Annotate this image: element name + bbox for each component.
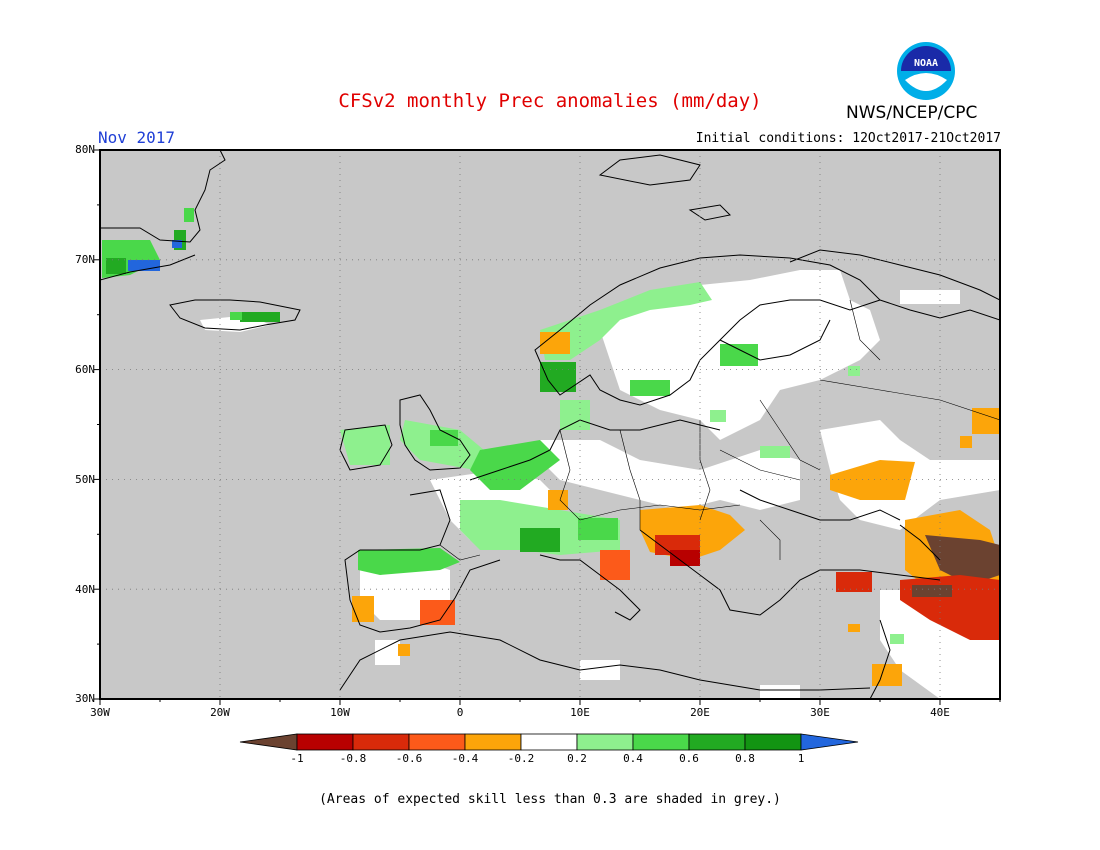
lat-label-30n: 30N xyxy=(75,692,95,705)
colorbar-label-neg06: -0.6 xyxy=(395,752,423,765)
colorbar-segment xyxy=(296,733,354,751)
colorbar-segment xyxy=(688,733,746,751)
lat-label-40n: 40N xyxy=(75,583,95,596)
colorbar-segment xyxy=(744,733,802,751)
colorbar-segment xyxy=(464,733,522,751)
colorbar xyxy=(239,733,859,751)
colorbar-segment xyxy=(632,733,690,751)
lon-label-20w: 20W xyxy=(210,706,230,719)
footnote: (Areas of expected skill less than 0.3 a… xyxy=(319,792,781,807)
grid-lines xyxy=(100,150,1000,699)
colorbar-label-1: 1 xyxy=(797,752,805,765)
anomaly-map xyxy=(94,149,1001,705)
lat-label-60n: 60N xyxy=(75,363,95,376)
colorbar-segment xyxy=(576,733,634,751)
logo-text: NOAA xyxy=(914,58,938,69)
lon-label-40e: 40E xyxy=(930,706,950,719)
logo-bird xyxy=(905,73,947,91)
dry-anomaly-areas xyxy=(352,332,1000,686)
colorbar-segment xyxy=(520,733,578,751)
map-title: CFSv2 monthly Prec anomalies (mm/day) xyxy=(338,90,762,112)
colorbar-label-06: 0.6 xyxy=(679,752,699,765)
logo-sky xyxy=(901,46,951,71)
agency-label: NWS/NCEP/CPC xyxy=(846,103,978,123)
colorbar-label-neg04: -0.4 xyxy=(451,752,479,765)
lon-label-30e: 30E xyxy=(810,706,830,719)
lon-label-10w: 10W xyxy=(330,706,350,719)
lat-label-70n: 70N xyxy=(75,253,95,266)
colorbar-label-04: 0.4 xyxy=(623,752,643,765)
country-borders xyxy=(439,299,1000,561)
lon-label-0: 0 xyxy=(456,706,464,719)
lon-label-10e: 10E xyxy=(570,706,590,719)
colorbar-label-02: 0.2 xyxy=(567,752,587,765)
colorbar-segment xyxy=(352,733,410,751)
colorbar-label-neg08: -0.8 xyxy=(339,752,367,765)
coastlines xyxy=(100,150,1000,699)
axis-ticks xyxy=(94,149,1001,705)
colorbar-segment xyxy=(800,733,859,751)
low-skill-background xyxy=(100,150,1000,699)
initial-conditions: Initial conditions: 12Oct2017-21Oct2017 xyxy=(695,131,1001,146)
noaa-logo: NOAA xyxy=(897,42,955,100)
lon-label-20e: 20E xyxy=(690,706,710,719)
lat-label-80n: 80N xyxy=(75,143,95,156)
colorbar-label-neg02: -0.2 xyxy=(507,752,535,765)
lon-label-30w: 30W xyxy=(90,706,110,719)
colorbar-label-neg1: -1 xyxy=(290,752,304,765)
lat-label-50n: 50N xyxy=(75,473,95,486)
forecast-month: Nov 2017 xyxy=(98,128,176,147)
colorbar-segment xyxy=(408,733,466,751)
colorbar-label-08: 0.8 xyxy=(735,752,755,765)
colorbar-segment xyxy=(239,733,298,751)
